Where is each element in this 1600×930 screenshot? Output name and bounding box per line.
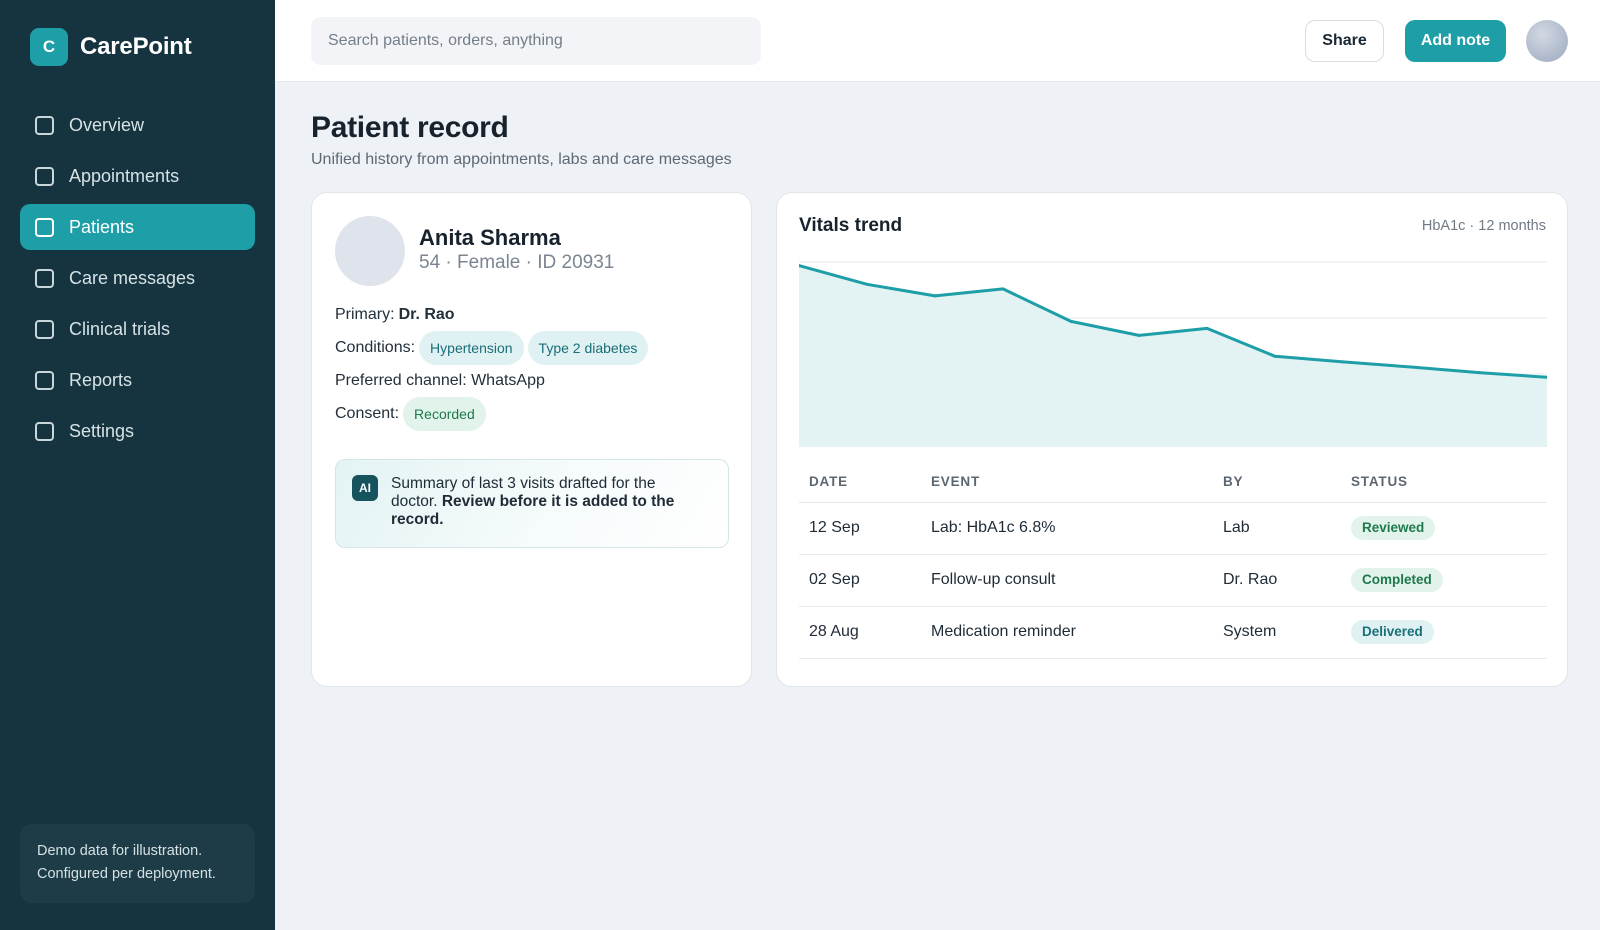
event-status-cell: Reviewed (1341, 502, 1547, 555)
nav-checkbox-icon (35, 166, 54, 186)
status-badge: Delivered (1351, 620, 1434, 644)
vitals-title: Vitals trend (799, 215, 903, 236)
event-by: Lab (1213, 502, 1341, 555)
chart-point (1205, 326, 1209, 330)
event-date: 12 Sep (799, 502, 921, 555)
nav-checkbox-icon (35, 370, 54, 390)
chart-area (799, 265, 1547, 447)
table-row[interactable]: 02 Sep Follow-up consult Dr. Rao Complet… (799, 554, 1547, 607)
nav-checkbox-icon (35, 319, 54, 339)
col-by-header: BY (1213, 461, 1341, 503)
sidebar-item-label: Patients (69, 216, 135, 237)
sidebar-item-label: Settings (69, 420, 135, 441)
topbar: Share Add note (275, 0, 1600, 82)
sidebar-item-label: Appointments (69, 165, 180, 186)
chart-point (1477, 371, 1481, 375)
primary-label: Primary: (335, 306, 395, 323)
sidebar: C CarePoint Overview Appointments Patien… (0, 0, 275, 930)
sidebar-item-reports[interactable]: Reports (20, 357, 255, 403)
sidebar-item-patients[interactable]: Patients (20, 204, 255, 250)
event-status-cell: Completed (1341, 554, 1547, 607)
sidebar-item-clinical-trials[interactable]: Clinical trials (20, 306, 255, 352)
user-avatar[interactable] (1526, 20, 1568, 62)
events-table: DATE EVENT BY STATUS 12 Sep Lab: HbA1c 6… (799, 461, 1547, 659)
conditions-label: Conditions: (335, 339, 416, 356)
preferred-channel: Preferred channel: WhatsApp (335, 372, 545, 389)
col-date-header: DATE (799, 461, 921, 503)
sidebar-item-label: Overview (69, 114, 145, 135)
sidebar-nav: Overview Appointments Patients Care mess… (20, 102, 255, 459)
ai-summary-text: Summary of last 3 visits drafted for the… (391, 475, 691, 529)
nav-checkbox-icon (35, 268, 54, 288)
conditions-row: Conditions: Hypertension Type 2 diabetes (335, 331, 649, 365)
status-badge: Completed (1351, 568, 1443, 592)
page-subtitle: Unified history from appointments, labs … (311, 151, 732, 168)
event-date: 02 Sep (799, 554, 921, 607)
chart-point (1273, 354, 1277, 358)
vitals-chart (799, 261, 1547, 447)
condition-chip: Hypertension (419, 331, 524, 365)
sidebar-item-care-messages[interactable]: Care messages (20, 255, 255, 301)
patient-meta: 54 · Female · ID 20931 (419, 252, 615, 273)
sidebar-note: Demo data for illustration. Configured p… (20, 824, 255, 903)
chart-series-line (799, 264, 1547, 379)
chart-point (1545, 375, 1547, 379)
page-title: Patient record (311, 111, 509, 144)
sidebar-note-line: Configured per deployment. (37, 866, 216, 882)
event-by: Dr. Rao (1213, 554, 1341, 607)
vitals-card: Vitals trend HbA1c · 12 months DATE EVEN… (776, 192, 1568, 687)
col-status-header: STATUS (1341, 461, 1547, 503)
chart-point (799, 264, 801, 268)
brand-logo: C (30, 28, 68, 66)
chart-point (933, 294, 937, 298)
consent-label: Consent: (335, 405, 400, 422)
nav-checkbox-icon (35, 217, 54, 237)
chart-point (1001, 287, 1005, 291)
patient-card: Anita Sharma 54 · Female · ID 20931 Prim… (311, 192, 752, 687)
sidebar-item-appointments[interactable]: Appointments (20, 153, 255, 199)
consent-row: Consent: Recorded (335, 397, 486, 431)
nav-checkbox-icon (35, 115, 54, 135)
event-date: 28 Aug (799, 606, 921, 659)
primary-doctor: Dr. Rao (398, 306, 455, 323)
table-row[interactable]: 28 Aug Medication reminder System Delive… (799, 606, 1547, 659)
event-name: Lab: HbA1c 6.8% (921, 502, 1213, 555)
nav-checkbox-icon (35, 421, 54, 441)
table-header-row: DATE EVENT BY STATUS (799, 461, 1547, 503)
sidebar-note-line: Demo data for illustration. (37, 843, 203, 859)
ai-summary-plain: Summary of last 3 visits drafted for the… (391, 475, 656, 510)
chart-point (1409, 365, 1413, 369)
chart-point (1341, 360, 1345, 364)
add-note-button[interactable]: Add note (1405, 20, 1506, 62)
primary-row: Primary: Dr. Rao (335, 306, 455, 324)
sidebar-item-label: Care messages (69, 267, 196, 288)
search-input[interactable] (311, 17, 761, 65)
event-by: System (1213, 606, 1341, 659)
col-event-header: EVENT (921, 461, 1213, 503)
ai-summary-bold: Review before it is added to the record. (391, 493, 675, 528)
ai-summary-box[interactable]: AI Summary of last 3 visits drafted for … (335, 459, 729, 548)
patient-name: Anita Sharma (419, 225, 561, 250)
ai-badge-icon: AI (352, 475, 378, 501)
sidebar-item-settings[interactable]: Settings (20, 408, 255, 454)
brand[interactable]: C CarePoint (30, 28, 192, 66)
channel-row: Preferred channel: WhatsApp (335, 372, 545, 390)
sidebar-item-label: Clinical trials (69, 318, 171, 339)
brand-name: CarePoint (80, 33, 192, 60)
share-button[interactable]: Share (1305, 20, 1384, 62)
chart-point (1137, 333, 1141, 337)
event-status-cell: Delivered (1341, 606, 1547, 659)
patient-avatar (335, 216, 405, 286)
sidebar-item-overview[interactable]: Overview (20, 102, 255, 148)
consent-chip: Recorded (403, 397, 486, 431)
chart-point (1069, 319, 1073, 323)
vitals-caption: HbA1c · 12 months (1421, 218, 1546, 234)
chart-point (865, 282, 869, 286)
condition-chip: Type 2 diabetes (527, 331, 649, 365)
status-badge: Reviewed (1351, 516, 1436, 540)
table-row[interactable]: 12 Sep Lab: HbA1c 6.8% Lab Reviewed (799, 502, 1547, 555)
sidebar-item-label: Reports (69, 369, 133, 390)
event-name: Follow-up consult (921, 554, 1213, 607)
event-name: Medication reminder (921, 606, 1213, 659)
